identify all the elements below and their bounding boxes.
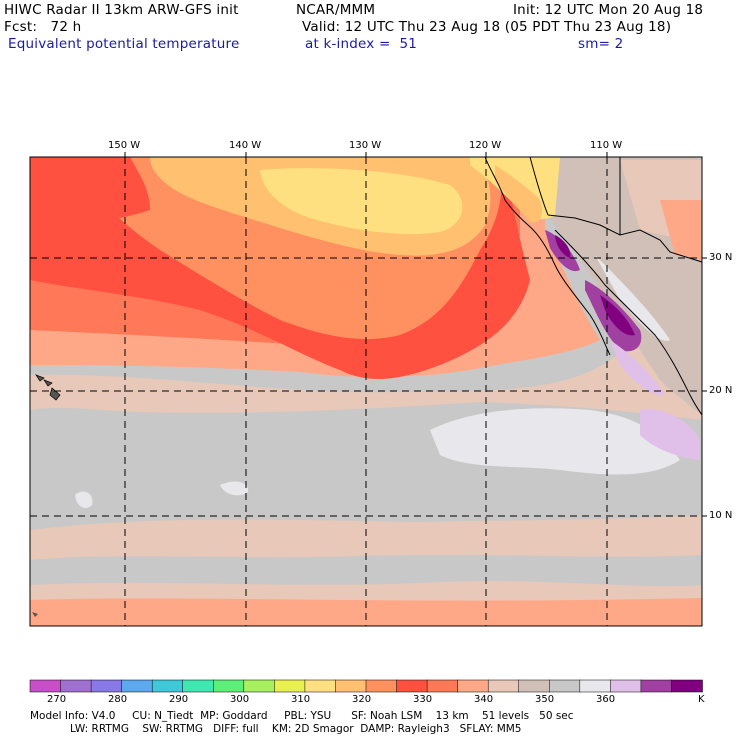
colorbar-tick-280: 280 [108, 694, 128, 705]
smoothing-label: sm= 2 [578, 36, 624, 52]
colorbar-swatch [426, 679, 459, 693]
colorbar-swatch [365, 679, 398, 693]
map-ticks [124, 152, 707, 517]
model-info-line1: Model Info: V4.0 CU: N_Tiedt MP: Goddard… [30, 710, 574, 722]
colorbar-tick-330: 330 [413, 694, 433, 705]
lat-label-30n: 30 N [709, 252, 733, 263]
valid-time: Valid: 12 UTC Thu 23 Aug 18 (05 PDT Thu … [302, 19, 672, 35]
init-time: Init: 12 UTC Mon 20 Aug 18 [513, 2, 704, 18]
colorbar-swatch [335, 679, 367, 693]
colorbar-swatch [304, 679, 337, 693]
colorbar-swatch [671, 679, 703, 693]
colorbar-tick-290: 290 [169, 694, 189, 705]
lon-label-150w: 150 W [108, 140, 141, 151]
colorbar-swatch [121, 679, 153, 693]
colorbar-swatch [29, 679, 62, 693]
colorbar-swatch [640, 679, 673, 693]
model-info-line2: LW: RRTMG SW: RRTMG DIFF: full KM: 2D Sm… [70, 723, 522, 735]
colorbar-swatch [487, 679, 520, 693]
colorbar-swatch [151, 679, 184, 693]
plot-title: HIWC Radar II 13km ARW-GFS init [4, 2, 239, 18]
level-label: at k-index = 51 [305, 36, 418, 52]
colorbar-swatch [213, 679, 245, 693]
colorbar-tick-350: 350 [535, 694, 555, 705]
colorbar [29, 679, 703, 693]
colorbar-swatch [182, 679, 215, 693]
lon-label-110w: 110 W [590, 140, 623, 151]
lat-label-10n: 10 N [709, 510, 733, 521]
colorbar-swatch [90, 679, 123, 693]
colorbar-tick-340: 340 [474, 694, 494, 705]
colorbar-swatch [396, 679, 428, 693]
colorbar-tick-310: 310 [291, 694, 311, 705]
colorbar-swatch [243, 679, 276, 693]
colorbar-tick-360: 360 [596, 694, 616, 705]
colorbar-tick-320: 320 [352, 694, 372, 705]
forecast-hour: Fcst: 72 h [4, 19, 82, 35]
colorbar-tick-270: 270 [47, 694, 67, 705]
colorbar-swatch [457, 679, 489, 693]
colorbar-swatch [60, 679, 92, 693]
colorbar-swatch [518, 679, 551, 693]
colorbar-swatch [610, 679, 642, 693]
graticule [30, 157, 702, 626]
colorbar-swatch [274, 679, 306, 693]
lon-label-140w: 140 W [229, 140, 262, 151]
colorbar-tick-300: 300 [230, 694, 250, 705]
colorbar-unit: K [698, 694, 705, 705]
lon-label-120w: 120 W [469, 140, 502, 151]
lon-label-130w: 130 W [349, 140, 382, 151]
colorbar-swatch [579, 679, 612, 693]
field-name: Equivalent potential temperature [8, 36, 240, 52]
org-label: NCAR/MMM [296, 2, 376, 18]
lat-label-20n: 20 N [709, 385, 733, 396]
colorbar-swatch [549, 679, 581, 693]
